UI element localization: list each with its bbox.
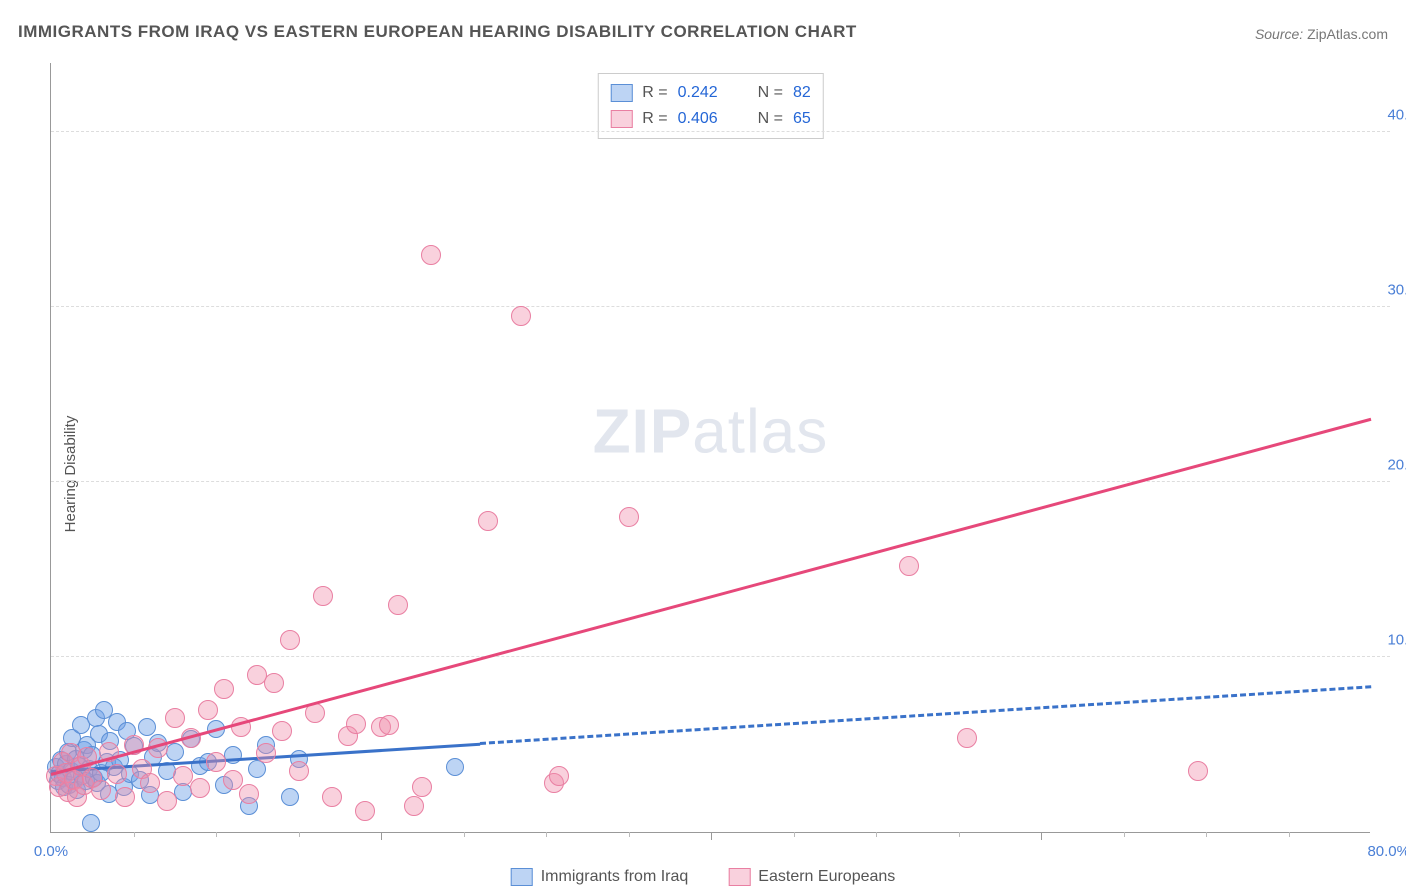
x-tick <box>876 832 877 837</box>
source-value: ZipAtlas.com <box>1307 26 1388 42</box>
n-label: N = <box>758 80 783 106</box>
y-tick-label: 10.0% <box>1387 632 1406 649</box>
r-label: R = <box>642 106 667 132</box>
trend-line <box>51 418 1372 776</box>
x-tick <box>959 832 960 837</box>
watermark-bold: ZIP <box>593 398 692 467</box>
x-tick <box>546 832 547 837</box>
x-tick <box>381 832 382 840</box>
gridline-h <box>51 656 1390 657</box>
data-point <box>281 788 299 806</box>
legend-label-0: Immigrants from Iraq <box>541 868 689 886</box>
chart-title: IMMIGRANTS FROM IRAQ VS EASTERN EUROPEAN… <box>18 22 857 42</box>
n-label: N = <box>758 106 783 132</box>
data-point <box>239 784 259 804</box>
plot-area: ZIPatlas R = 0.242 N = 82 R = 0.406 N = … <box>50 63 1370 833</box>
watermark-rest: atlas <box>692 398 828 467</box>
data-point <box>446 758 464 776</box>
x-tick <box>216 832 217 837</box>
x-tick <box>711 832 712 840</box>
y-tick-label: 30.0% <box>1387 282 1406 299</box>
data-point <box>166 743 184 761</box>
r-value-0: 0.242 <box>678 80 736 106</box>
bottom-legend: Immigrants from Iraq Eastern Europeans <box>511 868 896 886</box>
data-point <box>107 764 127 784</box>
data-point <box>289 761 309 781</box>
r-value-1: 0.406 <box>678 106 736 132</box>
chart-container: Hearing Disability ZIPatlas R = 0.242 N … <box>0 55 1406 892</box>
data-point <box>140 773 160 793</box>
data-point <box>223 770 243 790</box>
gridline-h <box>51 306 1390 307</box>
data-point <box>412 777 432 797</box>
data-point <box>190 778 210 798</box>
x-tick <box>1206 832 1207 837</box>
legend-item-1: Eastern Europeans <box>728 868 895 886</box>
data-point <box>214 679 234 699</box>
legend-label-1: Eastern Europeans <box>758 868 895 886</box>
swatch-series-1 <box>728 868 750 886</box>
data-point <box>91 780 111 800</box>
data-point <box>1188 761 1208 781</box>
x-tick <box>1041 832 1042 840</box>
y-tick-label: 40.0% <box>1387 107 1406 124</box>
gridline-h <box>51 131 1390 132</box>
x-tick <box>134 832 135 837</box>
data-point <box>619 507 639 527</box>
data-point <box>379 715 399 735</box>
stats-row-series-0: R = 0.242 N = 82 <box>610 80 810 106</box>
x-tick <box>299 832 300 837</box>
swatch-series-0 <box>610 84 632 102</box>
data-point <box>280 630 300 650</box>
trend-line <box>480 686 1371 746</box>
data-point <box>256 743 276 763</box>
source-attribution: Source: ZipAtlas.com <box>1255 26 1388 42</box>
gridline-h <box>51 481 1390 482</box>
n-value-1: 65 <box>793 106 811 132</box>
r-label: R = <box>642 80 667 106</box>
x-tick <box>464 832 465 837</box>
x-tick-label-min: 0.0% <box>34 843 68 860</box>
data-point <box>82 814 100 832</box>
x-tick <box>794 832 795 837</box>
data-point <box>421 245 441 265</box>
data-point <box>355 801 375 821</box>
data-point <box>957 728 977 748</box>
data-point <box>138 718 156 736</box>
stats-row-series-1: R = 0.406 N = 65 <box>610 106 810 132</box>
x-tick <box>1124 832 1125 837</box>
data-point <box>899 556 919 576</box>
swatch-series-1 <box>610 110 632 128</box>
data-point <box>115 787 135 807</box>
data-point <box>478 511 498 531</box>
watermark: ZIPatlas <box>593 397 828 468</box>
data-point <box>511 306 531 326</box>
data-point <box>388 595 408 615</box>
data-point <box>346 714 366 734</box>
data-point <box>404 796 424 816</box>
data-point <box>313 586 333 606</box>
x-tick <box>629 832 630 837</box>
data-point <box>157 791 177 811</box>
data-point <box>272 721 292 741</box>
data-point <box>549 766 569 786</box>
data-point <box>264 673 284 693</box>
stats-legend: R = 0.242 N = 82 R = 0.406 N = 65 <box>597 73 823 139</box>
data-point <box>206 752 226 772</box>
data-point <box>165 708 185 728</box>
y-tick-label: 20.0% <box>1387 457 1406 474</box>
swatch-series-0 <box>511 868 533 886</box>
data-point <box>198 700 218 720</box>
source-label: Source: <box>1255 26 1303 42</box>
n-value-0: 82 <box>793 80 811 106</box>
data-point <box>322 787 342 807</box>
legend-item-0: Immigrants from Iraq <box>511 868 689 886</box>
x-tick-label-max: 80.0% <box>1367 843 1406 860</box>
x-tick <box>1289 832 1290 837</box>
